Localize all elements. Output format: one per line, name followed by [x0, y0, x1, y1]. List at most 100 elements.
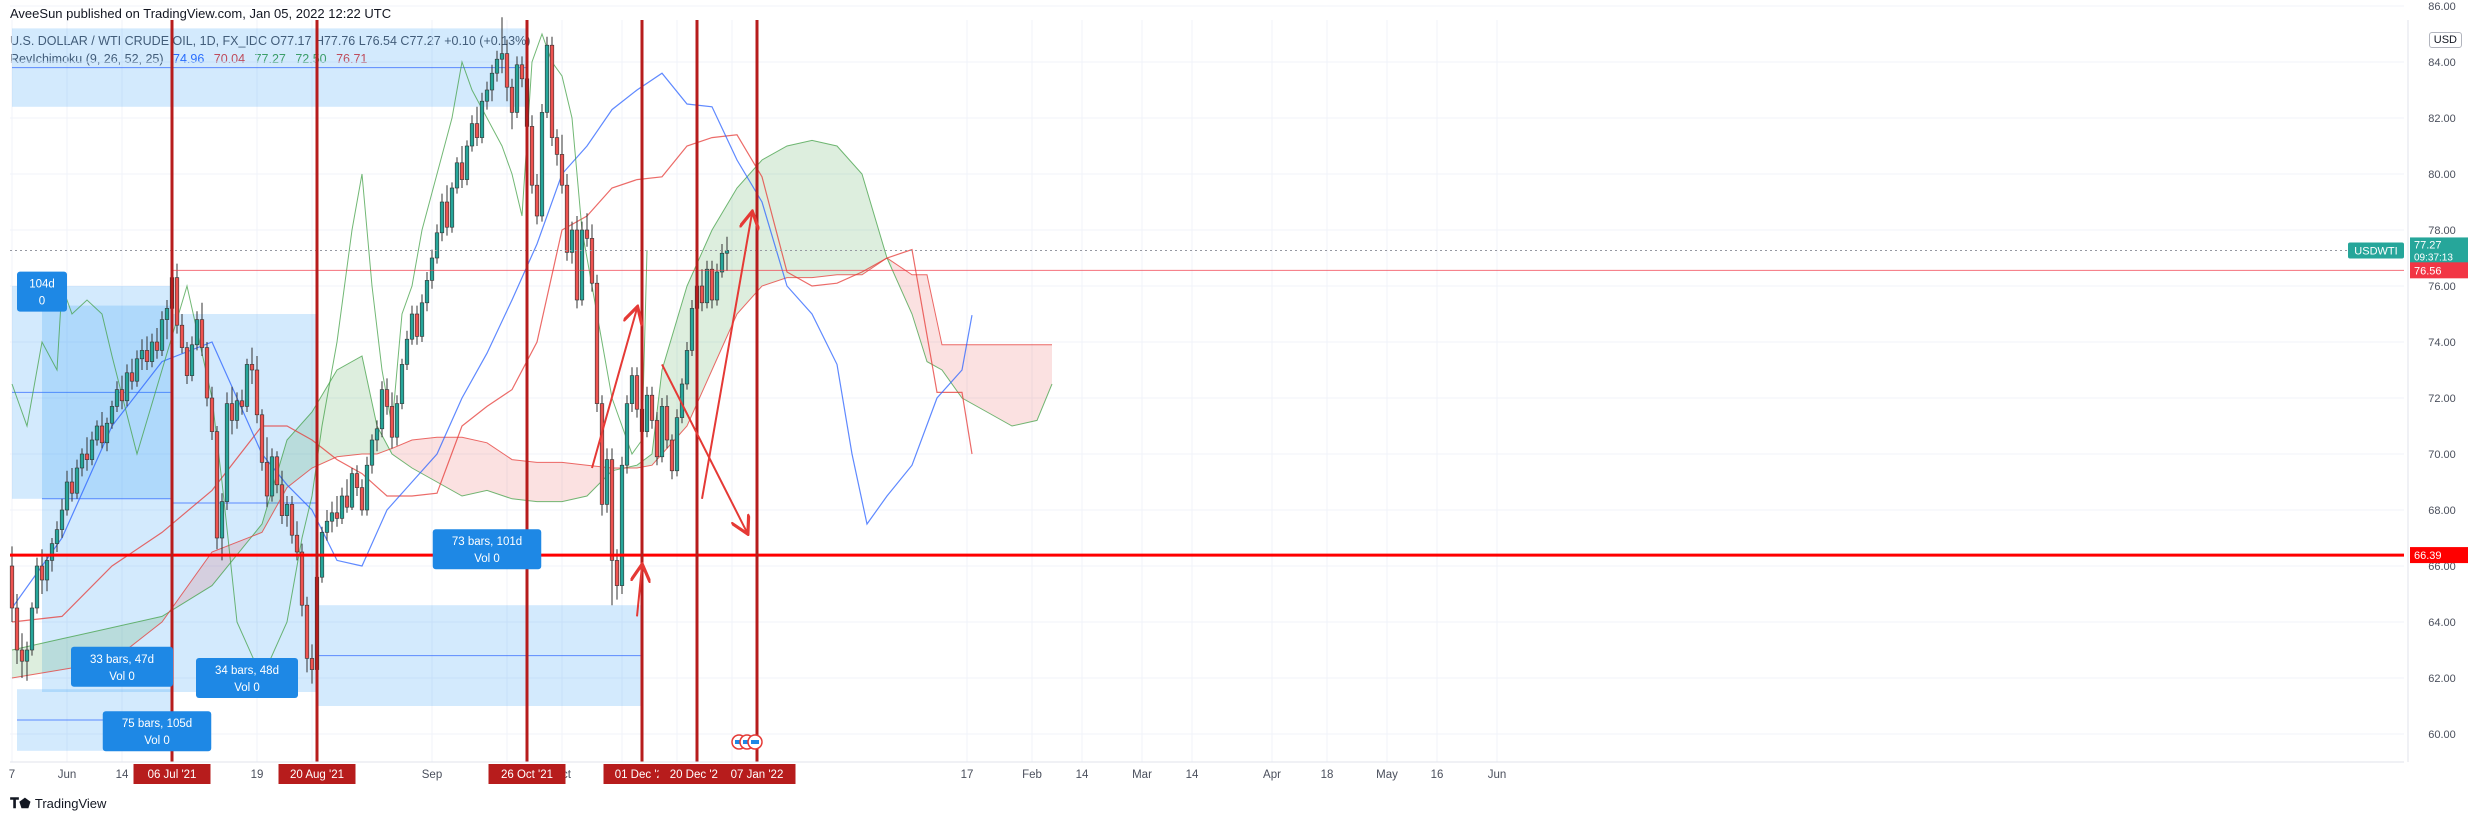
- marker-date-tag: [278, 764, 356, 784]
- range-label-sub: Vol 0: [109, 671, 135, 683]
- candle-body: [339, 495, 345, 519]
- marker-date-label: 07 Jan '22: [731, 769, 784, 781]
- candle-body: [394, 403, 400, 438]
- candle-body: [584, 229, 590, 239]
- candle-body: [509, 86, 515, 113]
- candle-body: [414, 313, 420, 337]
- candle-body: [424, 280, 430, 304]
- brand-label: TradingView: [34, 796, 107, 811]
- countdown-label: 09:37:13: [2414, 252, 2453, 263]
- candle-body: [324, 520, 330, 533]
- candle-body: [144, 350, 150, 362]
- tenkan-line: [11, 72, 973, 609]
- time-tick-label: 16: [1431, 769, 1444, 781]
- candle-body: [234, 400, 240, 421]
- candle-body: [129, 372, 135, 382]
- candle-body: [494, 58, 500, 74]
- candle-body: [609, 459, 615, 561]
- price-tick-label: 76.00: [2428, 281, 2456, 293]
- candle-body: [684, 350, 690, 385]
- event-flag-icon: [743, 740, 751, 744]
- candle-body: [94, 425, 100, 441]
- time-tick-label: 19: [251, 769, 264, 781]
- candle-body: [329, 512, 335, 522]
- candle-body: [259, 414, 265, 463]
- candle-body: [484, 89, 490, 102]
- range-label-text: 75 bars, 105d: [122, 718, 192, 730]
- range-label-box: [71, 646, 173, 687]
- currency-badge[interactable]: USD: [2428, 32, 2462, 48]
- candle-body: [389, 406, 395, 438]
- candle-body: [24, 649, 30, 662]
- candle-body: [459, 162, 465, 180]
- symbol-tag-label: USDWTI: [2354, 245, 2397, 257]
- candle-body: [189, 344, 195, 376]
- candles: [9, 17, 730, 684]
- candle-body: [554, 137, 560, 155]
- price-tick-label: 84.00: [2428, 57, 2456, 69]
- candle-body: [659, 406, 665, 458]
- candle-body: [104, 422, 110, 444]
- candle-body: [274, 456, 280, 486]
- candle-body: [644, 394, 650, 432]
- candle-body: [154, 341, 160, 351]
- candle-body: [349, 473, 355, 508]
- candle-body: [294, 534, 300, 553]
- marker-date-label: 26 Oct '21: [501, 769, 553, 781]
- candle-body: [29, 607, 35, 651]
- date-range-boxes: [12, 28, 642, 751]
- candle-body: [304, 604, 310, 659]
- axes: 60.00 62.00 64.00 66.00 68.00 70.00 72.00 74.00…: [9, 1, 2468, 784]
- candle-body: [649, 394, 655, 421]
- candle-body: [664, 406, 670, 441]
- candle-body: [534, 184, 540, 217]
- range-label-text: 34 bars, 48d: [215, 665, 279, 677]
- vertical-markers: [170, 20, 759, 762]
- candle-body: [209, 397, 215, 432]
- price-tick-label: 80.00: [2428, 169, 2456, 181]
- candle-body: [574, 229, 580, 301]
- symbol-line[interactable]: U.S. DOLLAR / WTI CRUDE OIL, 1D, FX_IDC …: [10, 34, 530, 48]
- candle-body: [434, 232, 440, 259]
- range-label-sub: Vol 0: [474, 553, 500, 565]
- candle-body: [204, 347, 210, 399]
- candle-body: [49, 543, 55, 561]
- candle-body: [499, 53, 505, 60]
- candle-body: [504, 53, 510, 88]
- cloud-segment: [12, 608, 172, 678]
- candle-body: [529, 126, 535, 186]
- candle-body: [309, 658, 315, 670]
- level-price-label: 76.56: [2414, 265, 2442, 277]
- event-flag-icon: [735, 740, 743, 744]
- candle-body: [419, 302, 425, 337]
- candle-body: [709, 268, 715, 301]
- ichimoku-cloud: [12, 140, 1052, 678]
- candle-body: [589, 238, 595, 284]
- grid: [10, 5, 2404, 762]
- tradingview-brand[interactable]: 𝐓⬟ TradingView: [10, 795, 106, 812]
- range-label-sub: Vol 0: [144, 735, 170, 747]
- candle-body: [359, 487, 365, 511]
- candle-body: [194, 319, 200, 346]
- candle-body: [624, 403, 630, 466]
- candle-body: [689, 308, 695, 351]
- price-tick-label: 86.00: [2428, 1, 2456, 13]
- time-tick-label: 18: [1321, 769, 1334, 781]
- candle-body: [549, 44, 555, 138]
- candle-body: [89, 439, 95, 460]
- candle-body: [404, 338, 410, 365]
- trend-arrow: [661, 363, 747, 532]
- candle-body: [399, 364, 405, 404]
- marker-date-tag: [488, 764, 566, 784]
- candle-body: [289, 504, 295, 536]
- candle-body: [379, 389, 385, 430]
- range-label-text: 104d: [29, 279, 55, 291]
- candle-body: [184, 347, 190, 376]
- candle-body: [444, 201, 450, 228]
- candle-body: [14, 607, 20, 651]
- range-label-text: 33 bars, 47d: [90, 654, 154, 666]
- candle-body: [59, 509, 65, 530]
- candle-body: [124, 372, 130, 402]
- candle-body: [479, 100, 485, 138]
